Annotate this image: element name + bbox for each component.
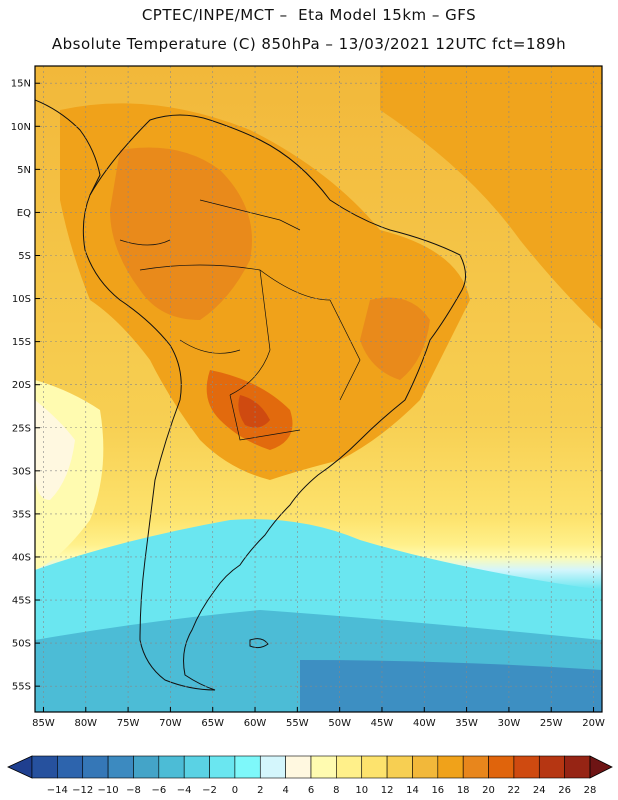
colorbar-label: 22 — [508, 785, 521, 796]
colorbar-label: 18 — [457, 785, 470, 796]
colorbar-swatch — [386, 755, 413, 779]
colorbar-swatch — [285, 755, 312, 779]
lat-label: 25S — [12, 423, 31, 434]
colorbar-swatch — [209, 755, 236, 779]
lon-label: 20W — [582, 718, 605, 729]
lat-label: 20S — [12, 380, 31, 391]
central-america-outline — [35, 99, 101, 196]
colorbar-label: −2 — [202, 785, 217, 796]
colorbar-label: −4 — [177, 785, 192, 796]
colorbar-label: 14 — [406, 785, 419, 796]
title-line-2: Absolute Temperature (C) 850hPa – 13/03/… — [51, 35, 567, 53]
lat-label: 10S — [12, 294, 31, 305]
colorbar-label: 20 — [482, 785, 495, 796]
colorbar-label: −10 — [98, 785, 119, 796]
lon-label: 50W — [328, 718, 351, 729]
lat-label: 15N — [11, 79, 31, 90]
lat-label: 10N — [11, 122, 31, 133]
colorbar-swatch — [158, 755, 185, 779]
lat-label: 45S — [12, 596, 31, 607]
colorbar-swatch — [336, 755, 363, 779]
lon-label: 85W — [32, 718, 55, 729]
colorbar-swatch — [488, 755, 515, 779]
lat-label: 5S — [18, 251, 31, 262]
colorbar-swatch — [513, 755, 540, 779]
south-america-outline — [82, 114, 466, 691]
lat-label: 5N — [17, 165, 31, 176]
country-borders — [119, 199, 361, 441]
colorbar-label: 8 — [333, 785, 339, 796]
colorbar-swatch — [133, 755, 160, 779]
lat-label: EQ — [17, 208, 31, 219]
colorbar-label: 12 — [381, 785, 394, 796]
colorbar-label: −6 — [151, 785, 166, 796]
colorbar-swatch — [361, 755, 388, 779]
lon-label: 75W — [117, 718, 140, 729]
colorbar-swatch — [462, 755, 489, 779]
lon-label: 40W — [413, 718, 436, 729]
lat-label: 30S — [12, 466, 31, 477]
colorbar-swatch — [437, 755, 464, 779]
colorbar-swatch — [412, 755, 439, 779]
latitude-axis: 15N 10N 5N EQ 5S 10S 15S 20S 25S 30S 35S 40S 45S 50S 5… — [11, 79, 40, 693]
colorbar-label: 24 — [533, 785, 546, 796]
map-frame — [34, 65, 603, 713]
colorbar-label: 28 — [584, 785, 597, 796]
coastlines — [35, 99, 466, 691]
lon-label: 60W — [244, 718, 267, 729]
lon-label: 35W — [455, 718, 478, 729]
lon-label: 80W — [74, 718, 97, 729]
colorbar-label: 4 — [282, 785, 288, 796]
colorbar-label: 16 — [431, 785, 444, 796]
colorbar-label: 6 — [308, 785, 314, 796]
temperature-field — [35, 66, 602, 712]
colorbar-swatch — [31, 755, 58, 779]
colorbar-max-arrow — [589, 755, 613, 779]
lon-label: 30W — [498, 718, 521, 729]
lon-label: 70W — [159, 718, 182, 729]
colorbar-swatch — [57, 755, 84, 779]
colorbar-swatch — [538, 755, 565, 779]
lat-label: 55S — [12, 682, 31, 693]
colorbar-label: 2 — [257, 785, 263, 796]
colorbar-swatch — [82, 755, 109, 779]
colorbar-label: 26 — [558, 785, 571, 796]
colorbar-swatch — [183, 755, 210, 779]
falkland-islands — [249, 638, 269, 649]
lat-label: 15S — [12, 337, 31, 348]
colorbar-min-arrow — [7, 755, 33, 779]
colorbar-swatch — [259, 755, 286, 779]
colorbar-swatch — [234, 755, 261, 779]
colorbar-swatch — [564, 755, 591, 779]
title-line-1: CPTEC/INPE/MCT – Eta Model 15km – GFS — [141, 6, 477, 24]
colorbar-label: −12 — [72, 785, 93, 796]
colorbar-swatch — [107, 755, 134, 779]
lon-label: 55W — [286, 718, 309, 729]
lon-label: 45W — [371, 718, 394, 729]
longitude-axis: 85W 80W 75W 70W 65W 60W 55W 50W 45W 40W 35W 30W 25W 2… — [32, 707, 605, 729]
lat-label: 35S — [12, 509, 31, 520]
lon-label: 65W — [201, 718, 224, 729]
colorbar-label: −14 — [47, 785, 68, 796]
lat-label: 50S — [12, 639, 31, 650]
lat-label: 40S — [12, 552, 31, 563]
colorbar-swatch — [310, 755, 337, 779]
colorbar-label: 10 — [355, 785, 368, 796]
lon-label: 25W — [540, 718, 563, 729]
colorbar-label: 0 — [232, 785, 238, 796]
colorbar-label: −8 — [126, 785, 141, 796]
colorbar: −14 −12 −10 −8 −6 −4 −2 0 2 4 6 8 10 12 14 16 18 20 22 24 26… — [7, 755, 613, 796]
